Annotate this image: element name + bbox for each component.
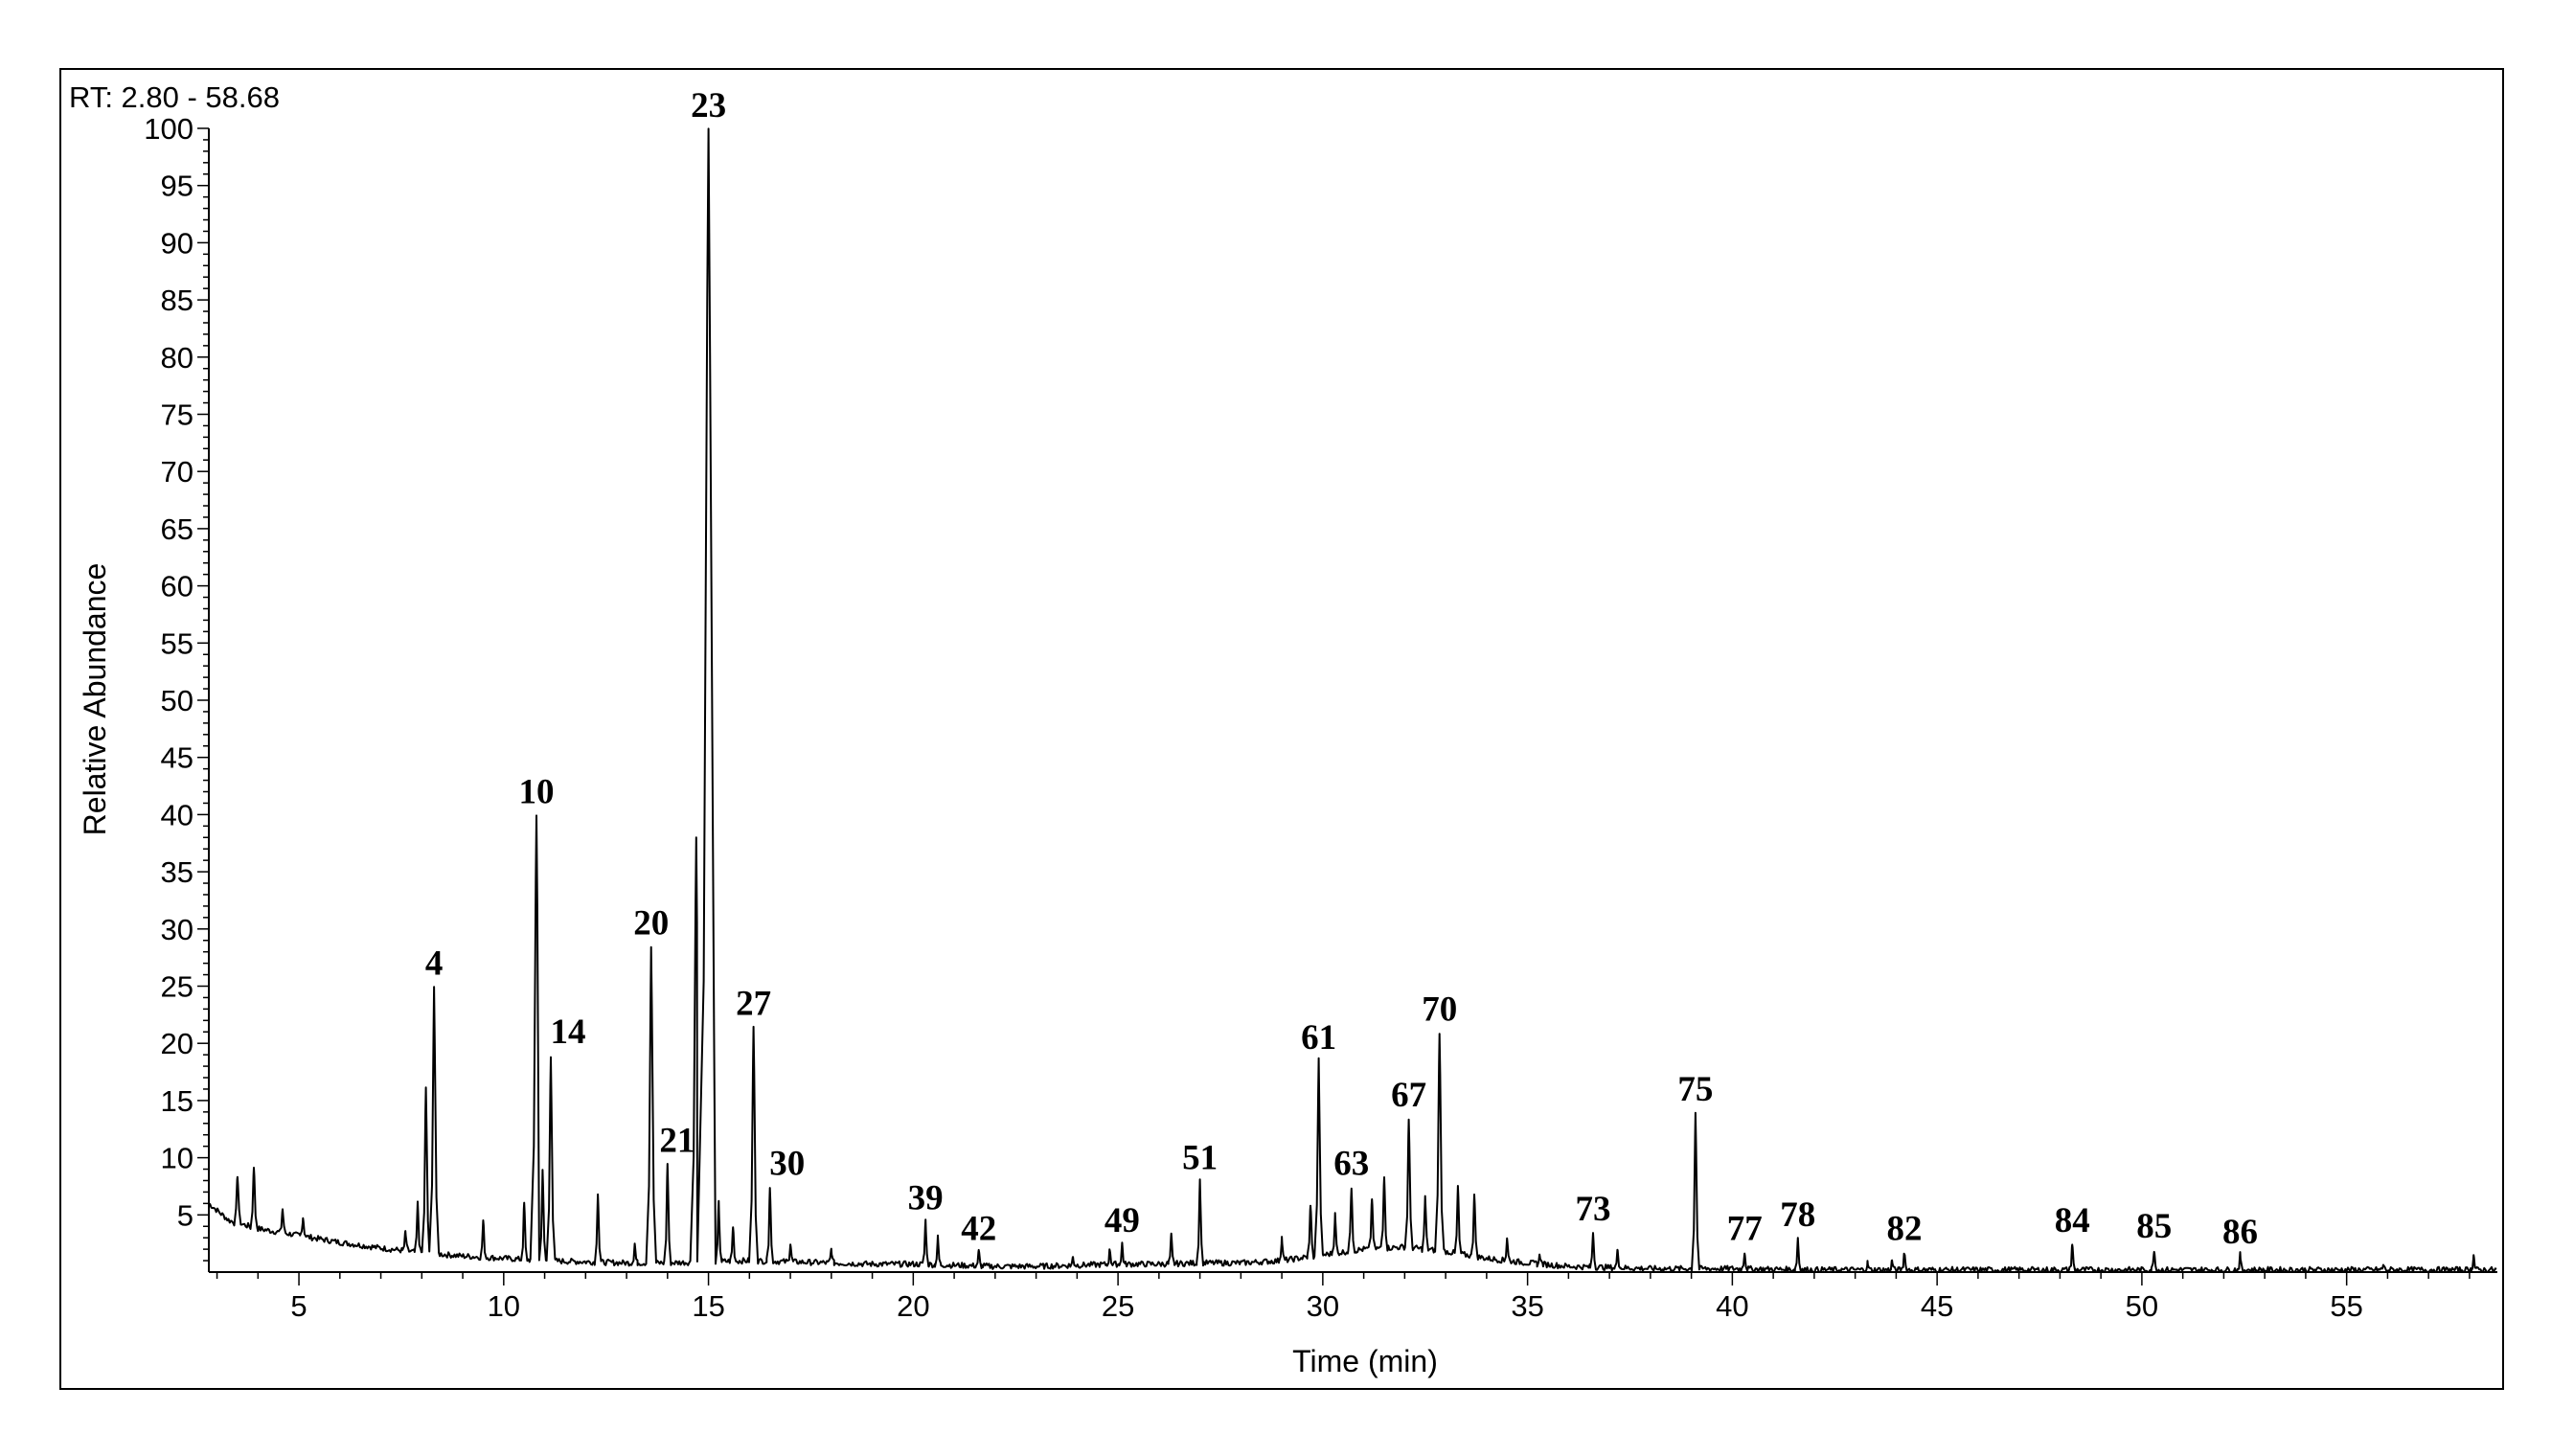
- y-tick-label: 55: [161, 626, 194, 660]
- chromatogram-trace: [208, 127, 2497, 1273]
- y-tick-label: 60: [161, 570, 194, 603]
- y-tick-label: 15: [161, 1084, 194, 1118]
- y-tick-label: 25: [161, 970, 194, 1004]
- y-tick-label: 90: [161, 226, 194, 260]
- y-tick-label: 45: [161, 741, 194, 775]
- y-tick-label: 10: [161, 1142, 194, 1175]
- y-tick-label: 5: [177, 1198, 194, 1232]
- peak-label: 21: [659, 1122, 695, 1161]
- x-tick-label: 5: [290, 1289, 307, 1323]
- y-tick-label: 30: [161, 913, 194, 946]
- peak-label: 86: [2222, 1213, 2258, 1252]
- rt-range-label: RT: 2.80 - 58.68: [69, 80, 280, 114]
- y-tick-label: 100: [144, 112, 194, 146]
- x-axis-ticks: 5 10 15 20 25 30 35 40 45 50 55: [216, 1272, 2471, 1323]
- y-tick-label: 50: [161, 684, 194, 717]
- x-tick-label: 25: [1102, 1289, 1134, 1323]
- peak-label: 39: [908, 1178, 944, 1217]
- peak-label: 85: [2136, 1207, 2172, 1246]
- y-axis-title: Relative Abundance: [78, 563, 112, 836]
- peak-label: 49: [1105, 1201, 1140, 1240]
- peak-label: 14: [550, 1012, 585, 1052]
- y-tick-label: 40: [161, 798, 194, 831]
- x-tick-label: 50: [2126, 1289, 2158, 1323]
- peak-label: 27: [736, 984, 771, 1023]
- y-tick-label: 75: [161, 398, 194, 432]
- x-tick-label: 30: [1307, 1289, 1339, 1323]
- peak-label: 77: [1727, 1210, 1763, 1249]
- y-tick-label: 35: [161, 855, 194, 889]
- x-tick-label: 40: [1716, 1289, 1748, 1323]
- y-tick-label: 65: [161, 512, 194, 546]
- chart-frame: [59, 68, 2504, 1390]
- y-axis-ticks: 5 10 15 20 25 30 35 40 45 50 55 60 65 70 75 80 85 90 95 100: [144, 112, 209, 1262]
- peak-label: 82: [1886, 1210, 1922, 1249]
- y-tick-label: 70: [161, 455, 194, 489]
- peak-label: 10: [519, 772, 555, 811]
- peak-label: 67: [1391, 1076, 1426, 1115]
- y-tick-label: 80: [161, 341, 194, 375]
- x-tick-label: 20: [897, 1289, 929, 1323]
- peak-label: 75: [1677, 1070, 1713, 1109]
- x-tick-label: 15: [692, 1289, 724, 1323]
- x-tick-label: 10: [488, 1289, 520, 1323]
- peak-labels: 4 10 14 20 21 23 27 30 39 42 49 51 61 63 67 70 73 75 77 78 8…: [425, 86, 2258, 1252]
- peak-label: 73: [1576, 1190, 1611, 1229]
- x-axis-title: Time (min): [1292, 1344, 1438, 1378]
- y-tick-label: 95: [161, 170, 194, 203]
- peak-label: 20: [633, 904, 669, 944]
- x-tick-label: 45: [1921, 1289, 1953, 1323]
- y-tick-label: 20: [161, 1027, 194, 1060]
- peak-label: 4: [425, 944, 444, 984]
- peak-label: 30: [769, 1144, 805, 1183]
- peak-label: 78: [1780, 1195, 1815, 1235]
- peak-label: 42: [961, 1210, 996, 1249]
- peak-label: 61: [1301, 1018, 1336, 1058]
- peak-label: 63: [1333, 1144, 1369, 1183]
- peak-label: 84: [2055, 1201, 2090, 1240]
- x-tick-label: 35: [1511, 1289, 1543, 1323]
- x-tick-label: 55: [2330, 1289, 2362, 1323]
- y-tick-label: 85: [161, 284, 194, 317]
- peak-label: 70: [1422, 990, 1457, 1029]
- peak-label: 23: [691, 86, 726, 125]
- peak-label: 51: [1182, 1138, 1218, 1177]
